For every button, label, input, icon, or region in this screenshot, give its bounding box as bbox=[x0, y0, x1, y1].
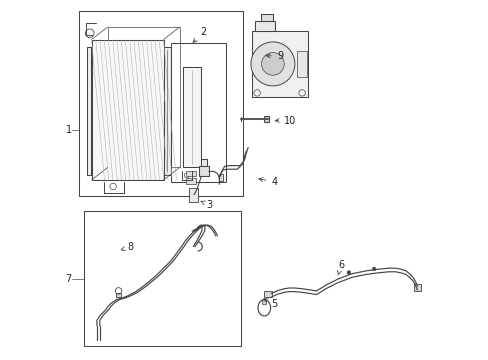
Bar bbox=[251, 31, 307, 97]
Text: 2: 2 bbox=[193, 27, 206, 42]
Bar bbox=[183, 67, 200, 167]
Bar bbox=[413, 284, 420, 291]
Circle shape bbox=[261, 53, 284, 75]
Bar bbox=[170, 43, 226, 182]
Bar bbox=[260, 14, 273, 21]
Bar bbox=[218, 174, 223, 181]
Text: 10: 10 bbox=[275, 116, 296, 126]
Circle shape bbox=[250, 42, 294, 86]
Bar bbox=[200, 159, 206, 166]
Bar bbox=[255, 21, 275, 31]
Bar bbox=[186, 178, 196, 184]
Bar bbox=[186, 171, 196, 176]
Bar bbox=[91, 40, 163, 180]
Text: 6: 6 bbox=[337, 260, 344, 275]
Text: 1: 1 bbox=[66, 125, 72, 135]
Bar bbox=[199, 166, 208, 176]
Bar bbox=[263, 291, 271, 297]
Bar bbox=[115, 293, 121, 297]
Circle shape bbox=[346, 271, 350, 274]
Text: 8: 8 bbox=[121, 242, 133, 252]
Bar bbox=[107, 27, 179, 167]
Bar bbox=[87, 47, 91, 175]
Bar bbox=[261, 300, 265, 304]
Text: 9: 9 bbox=[265, 51, 283, 61]
Text: 7: 7 bbox=[65, 274, 72, 284]
Bar bbox=[84, 211, 241, 346]
Bar bbox=[264, 116, 269, 122]
Text: 5: 5 bbox=[264, 299, 277, 309]
Bar bbox=[296, 51, 306, 77]
Bar bbox=[163, 47, 171, 175]
Bar bbox=[188, 188, 197, 202]
Bar bbox=[79, 11, 242, 196]
Text: 3: 3 bbox=[201, 200, 212, 210]
Circle shape bbox=[371, 267, 375, 271]
Text: 4: 4 bbox=[259, 177, 277, 187]
